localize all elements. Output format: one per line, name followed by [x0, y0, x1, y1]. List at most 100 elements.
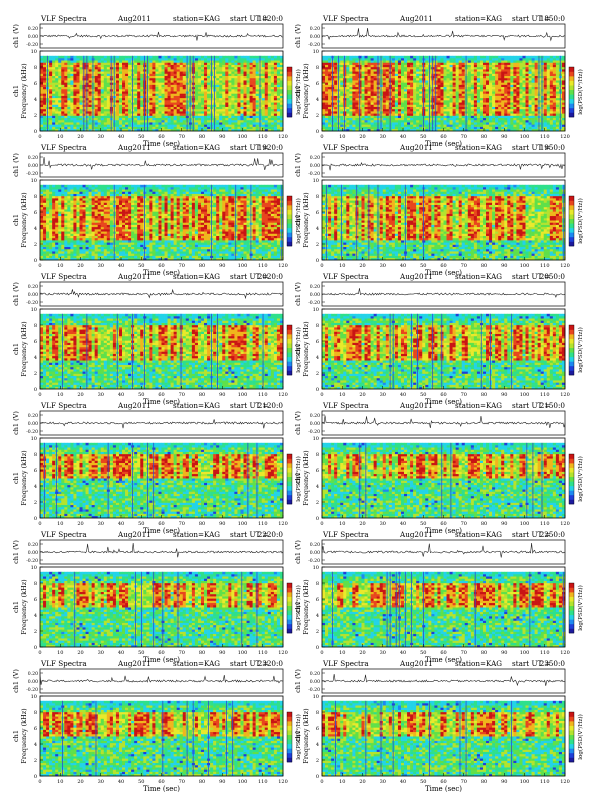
- spectrogram-cell: [250, 100, 253, 103]
- spectrogram-cell: [398, 116, 401, 119]
- spectrogram-cell: [386, 65, 389, 68]
- spectrogram-cell: [79, 104, 82, 107]
- spectrogram-cell: [471, 113, 474, 116]
- spectrogram-cell: [456, 104, 459, 107]
- spectrogram-cell: [355, 107, 358, 110]
- spectrogram-cell: [392, 58, 395, 61]
- spectrogram-cell: [165, 58, 168, 61]
- spectrogram-cell: [207, 91, 210, 94]
- spectrogram-cell: [158, 120, 161, 123]
- spectrogram-cell: [495, 111, 498, 114]
- spectrogram-cell: [89, 91, 92, 94]
- spectrogram-cell: [392, 65, 395, 68]
- spectrogram-cell: [334, 76, 337, 79]
- spectrogram-cell: [49, 116, 52, 119]
- spectrogram-cell: [149, 109, 152, 112]
- spectrogram-cell: [165, 89, 168, 92]
- spectrogram-cell: [425, 73, 428, 76]
- spectrogram-cell: [450, 87, 453, 90]
- spectrogram-cell: [477, 122, 480, 125]
- spectrogram-cell: [277, 116, 280, 119]
- spectrogram-cell: [349, 127, 352, 130]
- spectrogram-cell: [256, 93, 259, 96]
- trace-tick-label: 0.00: [28, 34, 38, 40]
- spectrogram-cell: [125, 76, 128, 79]
- spectrogram-cell: [440, 122, 443, 125]
- spectrogram-cell: [462, 109, 465, 112]
- spectrogram-cell: [195, 116, 198, 119]
- spectrogram-cell: [158, 89, 161, 92]
- spectrogram-cell: [216, 80, 219, 83]
- spectrogram-cell: [119, 102, 122, 105]
- spectrogram-cell: [43, 124, 46, 127]
- spectrogram-cell: [340, 60, 343, 63]
- spectrogram-cell: [67, 87, 70, 90]
- spectrogram-cell: [340, 104, 343, 107]
- spectrogram-cell: [64, 124, 67, 127]
- spectrogram-cell: [125, 87, 128, 90]
- sferic-line: [187, 56, 188, 131]
- spectrogram-cell: [489, 111, 492, 114]
- x-tick-label: 20: [77, 134, 83, 140]
- spectrogram-cell: [346, 87, 349, 90]
- spectrogram-cell: [162, 107, 165, 110]
- spectrogram-cell: [49, 60, 52, 63]
- spectrogram-cell: [149, 85, 152, 88]
- spectrogram-cell: [274, 93, 277, 96]
- spectrogram-cell: [222, 127, 225, 130]
- spectrogram-cell: [222, 62, 225, 65]
- spectrogram-cell: [349, 89, 352, 92]
- spectrogram-cell: [277, 122, 280, 125]
- sferic-line: [429, 56, 430, 131]
- spectrogram-cell: [407, 124, 410, 127]
- spectrogram-cell: [419, 62, 422, 65]
- spectrogram-cell: [177, 109, 180, 112]
- spectrogram-cell: [365, 71, 368, 74]
- spectrogram-cell: [228, 109, 231, 112]
- spectrogram-cell: [346, 98, 349, 101]
- spectrogram-cell: [98, 85, 101, 88]
- spectrogram-cell: [61, 127, 64, 130]
- spectrogram-cell: [498, 85, 501, 88]
- spectrogram-cell: [64, 107, 67, 110]
- spectrogram-cell: [104, 60, 107, 63]
- spectrogram-cell: [67, 73, 70, 76]
- spectrogram-cell: [61, 91, 64, 94]
- spectrogram-cell: [383, 85, 386, 88]
- spectrogram-cell: [322, 107, 325, 110]
- spectrogram-cell: [79, 89, 82, 92]
- spectrogram-cell: [234, 65, 237, 68]
- spectrogram-cell: [395, 124, 398, 127]
- spectrogram-cell: [322, 80, 325, 83]
- spectrogram-cell: [219, 78, 222, 81]
- spectrogram-cell: [265, 124, 268, 127]
- spectrogram-cell: [334, 100, 337, 103]
- spectrogram-cell: [216, 96, 219, 99]
- spectrogram-cell: [386, 58, 389, 61]
- spectrogram-cell: [325, 58, 328, 61]
- spectrogram-cell: [64, 122, 67, 125]
- spectrogram-cell: [244, 102, 247, 105]
- spectrogram-cell: [361, 100, 364, 103]
- spectrogram-cell: [404, 65, 407, 68]
- spectrogram-cell: [207, 80, 210, 83]
- spectrogram-cell: [204, 62, 207, 65]
- spectrogram-cell: [61, 100, 64, 103]
- spectrogram-cell: [95, 67, 98, 70]
- spectrogram-cell: [95, 107, 98, 110]
- spectrogram-cell: [416, 122, 419, 125]
- spectrogram-cell: [437, 107, 440, 110]
- spectrogram-cell: [365, 124, 368, 127]
- spectrogram-cell: [495, 109, 498, 112]
- spectrogram-cell: [507, 78, 510, 81]
- spectrogram-cell: [183, 80, 186, 83]
- spectrogram-cell: [195, 124, 198, 127]
- spectrogram-cell: [322, 85, 325, 88]
- spectrogram-cell: [456, 116, 459, 119]
- spectrogram-cell: [365, 80, 368, 83]
- spectrogram-cell: [413, 93, 416, 96]
- spectrogram-cell: [471, 56, 474, 59]
- spectrogram-cell: [247, 89, 250, 92]
- spectrogram-cell: [489, 122, 492, 125]
- spectrogram-cell: [231, 91, 234, 94]
